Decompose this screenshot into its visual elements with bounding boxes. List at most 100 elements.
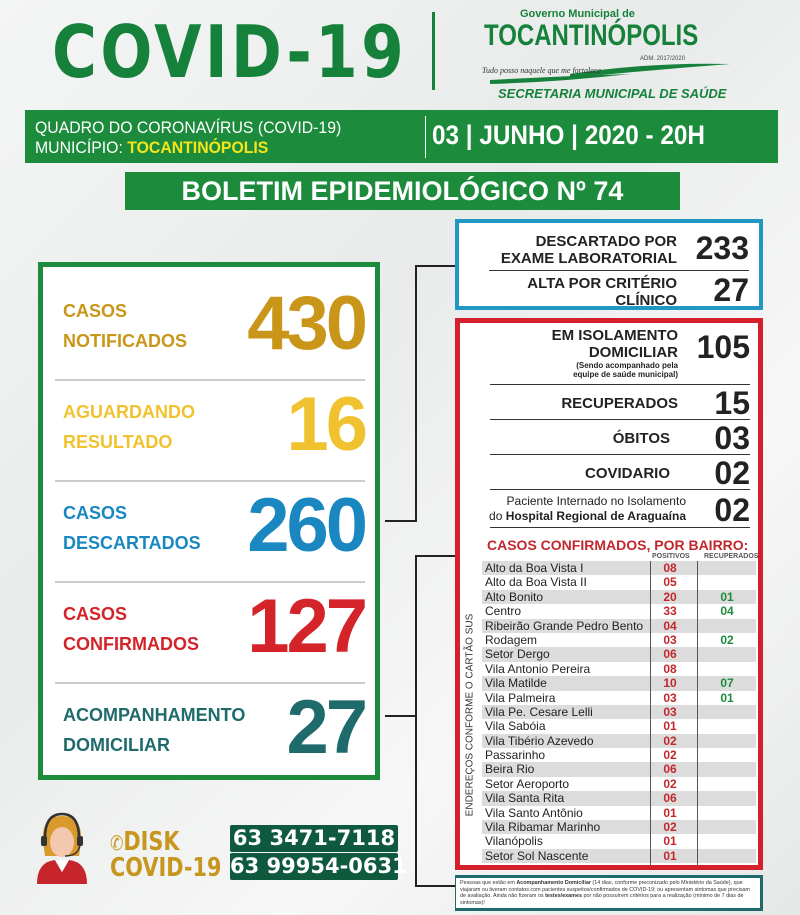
neighborhood-name: Setor Dergo xyxy=(485,647,550,662)
clinical-discharge-row: ALTA POR CRITÉRIO CLÍNICO 27 xyxy=(489,271,749,309)
summary-label: CASOS CONFIRMADOS xyxy=(63,599,199,659)
neighborhood-name: Ribeirão Grande Pedro Bento xyxy=(485,618,644,633)
table-row: Vila Sabóia 01 xyxy=(482,719,756,733)
isolation-row: EM ISOLAMENTO DOMICILIAR (Sendo acompanhad… xyxy=(490,323,750,385)
row-divider xyxy=(55,682,365,684)
phone-icon: ✆ xyxy=(110,831,124,855)
positive-count: 02 xyxy=(663,776,677,791)
table-row: Setor Dergo 06 xyxy=(482,647,756,662)
footnote-text: por não possuírem critérios para a reali… xyxy=(460,893,744,906)
municipio-label: MUNICÍPIO: xyxy=(35,138,128,157)
positive-count: 01 xyxy=(663,834,677,849)
label-line: CASOS xyxy=(63,604,128,624)
label-line: do xyxy=(489,509,506,523)
summary-value: 127 xyxy=(247,584,368,669)
logo-motto: Tudo posso naquele que me fortalece xyxy=(482,66,601,75)
recovered-value: 15 xyxy=(714,385,750,421)
recovered-row: RECUPERADOS 15 xyxy=(490,385,750,421)
neighborhood-name: Vila Tibério Azevedo xyxy=(485,733,594,748)
connector-line xyxy=(415,555,417,885)
summary-row: AGUARDANDO RESULTADO 16 xyxy=(55,380,368,482)
deaths-row: ÓBITOS 03 xyxy=(490,420,750,456)
label-line: DESCARTADO POR xyxy=(535,233,677,250)
footnote-bold: Acompanhamento Domiciliar xyxy=(516,880,591,886)
column-divider xyxy=(650,561,651,866)
positive-count: 03 xyxy=(663,690,677,705)
neighborhood-name: Vilanópolis xyxy=(485,834,543,849)
positive-count: 08 xyxy=(663,661,677,676)
deaths-label: ÓBITOS xyxy=(612,430,670,447)
hospital-name: Hospital Regional de Araguaína xyxy=(505,509,686,523)
neighborhood-name: Vila Palmeira xyxy=(485,690,556,705)
disk-line2: COVID-19 xyxy=(110,853,222,883)
page-title: COVID-19 xyxy=(52,10,408,94)
positive-count: 02 xyxy=(663,733,677,748)
table-row: Alto da Boa Vista I 08 xyxy=(482,561,756,576)
positive-count: 20 xyxy=(663,589,677,604)
neighborhood-name: Vila Sabóia xyxy=(485,719,546,734)
logo-government: Governo Municipal de xyxy=(520,8,635,20)
col-positive-header: POSITIVOS xyxy=(652,553,690,560)
table-row: Centro 33 04 xyxy=(482,604,756,618)
neighborhood-name: Rodagem xyxy=(485,632,538,647)
table-row: Ribeirão Grande Pedro Bento 04 xyxy=(482,618,756,633)
table-row: Vila Pe. Cesare Lelli 03 xyxy=(482,704,756,720)
label-line: CLÍNICO xyxy=(615,292,677,309)
info-bar: QUADRO DO CORONAVÍRUS (COVID-19) MUNICÍP… xyxy=(25,110,778,163)
neighborhood-name: Vila Pe. Cesare Lelli xyxy=(485,704,593,719)
summary-row: ACOMPANHAMENTO DOMICILIAR 27 xyxy=(55,683,368,777)
neighborhood-table-title: CASOS CONFIRMADOS, POR BAIRRO: xyxy=(487,537,749,553)
discarded-lab-value: 233 xyxy=(695,230,749,266)
label-line: CASOS xyxy=(63,503,128,523)
positive-count: 06 xyxy=(663,762,677,777)
recovered-count: 01 xyxy=(720,589,734,604)
connector-line xyxy=(415,885,455,887)
discarded-lab-row: DESCARTADO POR EXAME LABORATORIAL 233 xyxy=(489,227,749,271)
positive-count: 02 xyxy=(663,820,677,835)
positive-count: 02 xyxy=(663,748,677,763)
footnote-text: Pessoas que estão em xyxy=(460,880,517,886)
covidario-row: COVIDARIO 02 xyxy=(490,455,750,491)
recovered-count: 02 xyxy=(720,632,734,647)
neighborhood-name: Setor Sol Nascente xyxy=(485,848,589,863)
table-row: Alto Bonito 20 01 xyxy=(482,589,756,605)
connector-line xyxy=(385,715,415,717)
hospital-label: Paciente Internado no Isolamento do Hospi… xyxy=(489,494,686,524)
connector-line xyxy=(415,555,455,557)
label-line: DESCARTADOS xyxy=(63,533,201,553)
connector-line xyxy=(415,265,417,522)
summary-label: AGUARDANDO RESULTADO xyxy=(63,397,195,457)
positive-count: 01 xyxy=(663,848,677,863)
label-line: CASOS xyxy=(63,301,128,321)
hospital-row: Paciente Internado no Isolamento do Hospi… xyxy=(489,490,750,528)
isolation-label: EM ISOLAMENTO DOMICILIAR (Sendo acompanhad… xyxy=(552,327,678,379)
neighborhood-name: Setor Aeroporto xyxy=(485,776,570,791)
phone-number-1[interactable]: 63 3471-7118 xyxy=(230,825,398,852)
neighborhood-name: Vila Matilde xyxy=(485,676,547,691)
header-divider xyxy=(432,12,435,90)
table-row: Vilanópolis 01 xyxy=(482,834,756,848)
col-recovered-header: RECUPERADOS xyxy=(704,553,759,560)
info-line1: QUADRO DO CORONAVÍRUS (COVID-19) xyxy=(35,118,342,137)
summary-panel: CASOS NOTIFICADOS 430 AGUARDANDO RESULTADO 16… xyxy=(38,262,380,780)
positive-count: 03 xyxy=(663,704,677,719)
neighborhood-name: Alto da Boa Vista II xyxy=(485,575,587,590)
label-line: AGUARDANDO xyxy=(63,402,195,422)
neighborhood-name: Alto Bonito xyxy=(485,589,544,604)
summary-value: 430 xyxy=(247,281,368,366)
positive-count: 06 xyxy=(663,647,677,662)
table-row: Vila Matilde 10 07 xyxy=(482,676,756,691)
summary-row: CASOS DESCARTADOS 260 xyxy=(55,481,368,583)
positive-count: 33 xyxy=(663,604,677,619)
footnote-bold: testes/exames xyxy=(545,893,582,900)
municipio-name: TOCANTINÓPOLIS xyxy=(127,138,269,157)
disk-line1: DISK xyxy=(123,827,180,857)
phone-number-2[interactable]: 63 99954-0631 xyxy=(230,853,407,880)
table-row: Vila Santa Rita 06 xyxy=(482,791,756,806)
positive-count: 10 xyxy=(663,676,677,691)
positive-count: 06 xyxy=(663,791,677,806)
recovered-count: 01 xyxy=(720,690,734,705)
positive-count: 05 xyxy=(663,575,677,590)
label-line: DOMICILIAR xyxy=(588,344,678,361)
side-label: ENDEREÇOS CONFORME O CARTÃO SUS xyxy=(464,613,476,817)
